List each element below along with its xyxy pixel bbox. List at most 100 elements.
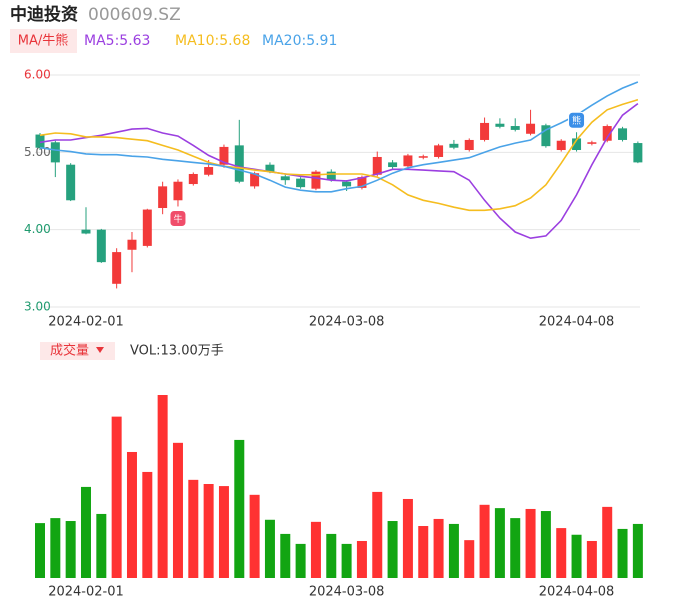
volume-bar (464, 540, 475, 578)
candle-body (418, 156, 428, 158)
ma-line (39, 98, 639, 212)
legend-entry: MA5:5.63 (84, 33, 150, 49)
x-tick-label: 2024-02-01 (48, 585, 124, 600)
candle-body (572, 138, 582, 151)
volume-title[interactable]: 成交量 (50, 343, 89, 359)
candle-body (280, 176, 290, 181)
candle-body (188, 173, 198, 185)
volume-bar (264, 519, 275, 578)
legend-entry: MA10:5.68 (175, 33, 250, 49)
candle-body (357, 177, 367, 188)
candle-body (50, 142, 60, 163)
volume-bar (126, 451, 137, 578)
candle-body (556, 140, 566, 151)
candle-body (158, 186, 168, 209)
volume-tag-bg[interactable] (40, 342, 115, 360)
y-tick-label: 3.00 (24, 300, 51, 314)
candle-body (66, 164, 76, 201)
candle-body (112, 252, 122, 284)
volume-bar (203, 484, 214, 578)
candle-body (480, 122, 490, 140)
volume-bar (510, 518, 521, 578)
volume-bar (157, 395, 168, 578)
volume-bar (341, 543, 352, 578)
candle-body (633, 143, 643, 163)
candle-body (449, 143, 459, 148)
candle-body (495, 123, 505, 127)
candle-body (81, 229, 91, 234)
candle-body (250, 173, 260, 187)
volume-bar (50, 518, 61, 578)
candle-body (388, 162, 398, 168)
volume-bar (172, 442, 183, 578)
volume-bar (586, 540, 597, 578)
volume-bar (494, 508, 505, 578)
volume-bar (556, 528, 567, 578)
candle-body (219, 146, 229, 165)
y-tick-label: 6.00 (24, 68, 51, 82)
candle-body (602, 126, 612, 141)
candle-body (464, 139, 474, 151)
volume-bar (602, 506, 613, 578)
candle-body (35, 134, 45, 148)
volume-bar (310, 521, 321, 578)
x-tick-label: 2024-04-08 (539, 585, 615, 600)
candle-body (96, 229, 106, 263)
candle-body (403, 155, 413, 167)
volume-bar (540, 511, 551, 578)
legend-tag[interactable]: MA/牛熊 (18, 33, 69, 49)
candle-body (296, 178, 306, 188)
volume-bar (632, 523, 643, 578)
volume-bar (326, 533, 337, 578)
volume-bar (372, 491, 383, 578)
volume-bar (65, 521, 76, 578)
volume-bar (402, 498, 413, 578)
volume-bar (142, 471, 153, 578)
x-tick-label: 2024-04-08 (539, 315, 615, 330)
volume-bar (571, 534, 582, 578)
candle-body (372, 156, 382, 175)
legend-tag-bg[interactable] (10, 29, 77, 53)
volume-bar (35, 523, 45, 578)
candle-body (618, 128, 628, 140)
stock-name: 中迪投资 (10, 4, 78, 25)
volume-bar (479, 504, 490, 578)
volume-bar (80, 486, 91, 578)
volume-bar (234, 439, 245, 578)
legend-entry: MA20:5.91 (262, 33, 337, 49)
candle-body (234, 145, 244, 182)
volume-bar (525, 508, 536, 578)
volume-bar (188, 479, 199, 578)
x-tick-label: 2024-02-01 (48, 315, 124, 330)
volume-bar (617, 528, 628, 578)
stock-code: 000609.SZ (88, 5, 181, 25)
dropdown-arrow[interactable] (96, 347, 104, 353)
signal-text: 熊 (572, 115, 581, 127)
volume-bar (295, 543, 306, 578)
signal-badge (568, 111, 586, 129)
volume-label: VOL:13.00万手 (130, 344, 224, 359)
candle-body (526, 123, 536, 134)
ma-line (39, 81, 639, 193)
candle-body (142, 209, 152, 246)
y-tick-label: 4.00 (24, 222, 51, 236)
signal-text: 牛 (173, 213, 182, 225)
x-tick-label: 2024-03-08 (309, 315, 385, 330)
volume-bar (448, 523, 459, 578)
candle-body (127, 239, 137, 250)
candle-body (342, 181, 352, 187)
candle-body (434, 145, 444, 157)
volume-bar (249, 494, 260, 578)
volume-bar (418, 526, 429, 578)
volume-bar (111, 416, 122, 578)
candle-body (587, 142, 597, 144)
volume-bar (433, 518, 444, 578)
candle-body (204, 167, 214, 175)
volume-bar (280, 533, 291, 578)
volume-bar (356, 540, 367, 578)
candle-body (510, 126, 520, 130)
candle-body (326, 171, 336, 181)
ma-line (39, 102, 639, 240)
candle-body (541, 125, 551, 147)
